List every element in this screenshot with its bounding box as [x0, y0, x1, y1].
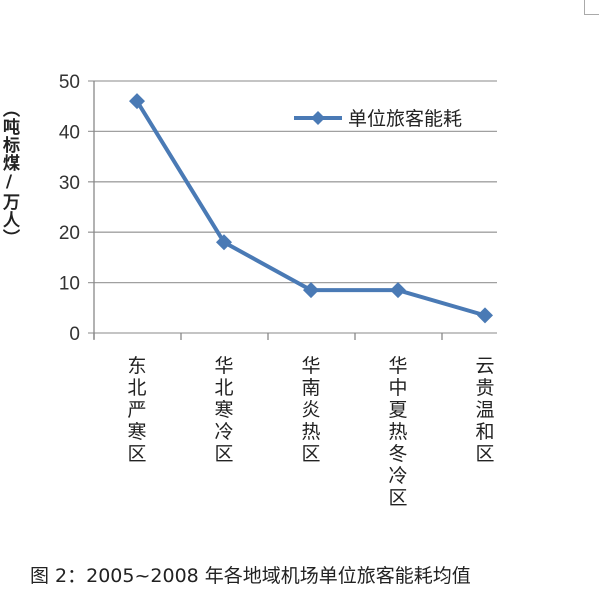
x-tick-label: 冬 [388, 443, 407, 465]
x-tick-label: 云 [475, 355, 494, 377]
y-tick-label: 20 [59, 223, 80, 244]
x-tick-label: 冷 [214, 421, 233, 443]
x-tick-label: 炎 [301, 399, 320, 421]
data-point [390, 282, 406, 299]
x-tick-label: 寒 [214, 399, 233, 421]
page-corner-mark [584, 0, 599, 15]
y-axis-label: （吨标煤/万人） [0, 100, 19, 247]
x-tick-label: 寒 [127, 421, 146, 443]
y-tick-label: 30 [59, 173, 80, 194]
data-point [477, 307, 493, 324]
x-tick-label: 东 [127, 355, 146, 377]
x-tick-label: 华 [388, 355, 407, 377]
x-tick-label: 夏 [388, 399, 407, 421]
figure-caption: 图 2：2005~2008 年各地域机场单位旅客能耗均值 [30, 565, 471, 587]
y-tick-label: 50 [59, 72, 80, 93]
data-point [129, 93, 145, 110]
x-tick-label: 温 [475, 399, 494, 421]
x-tick-label: 区 [127, 443, 146, 465]
x-tick-label: 北 [214, 377, 233, 399]
data-point [216, 234, 232, 251]
x-tick-label: 严 [127, 399, 146, 421]
x-tick-label: 华 [214, 355, 233, 377]
x-tick-label: 中 [388, 377, 407, 399]
x-tick-label: 区 [388, 487, 407, 509]
data-point [303, 282, 319, 299]
x-tick-label: 华 [301, 355, 320, 377]
x-tick-label: 冷 [388, 465, 407, 487]
legend-label: 单位旅客能耗 [348, 108, 462, 130]
x-tick-label: 贵 [475, 377, 494, 399]
y-tick-label: 40 [59, 122, 80, 143]
y-tick-label: 0 [69, 324, 80, 345]
x-tick-label: 区 [475, 443, 494, 465]
line-chart: 01020304050东北严寒区华北寒冷区华南炎热区华中夏热冬冷区云贵温和区单位… [59, 72, 497, 509]
legend-marker [311, 111, 325, 125]
y-tick-label: 10 [59, 274, 80, 295]
x-tick-label: 热 [388, 421, 407, 443]
x-tick-label: 北 [127, 377, 146, 399]
x-tick-label: 区 [214, 443, 233, 465]
x-tick-label: 热 [301, 421, 320, 443]
x-tick-label: 和 [475, 421, 494, 443]
x-tick-label: 南 [301, 377, 320, 399]
x-tick-label: 区 [301, 443, 320, 465]
